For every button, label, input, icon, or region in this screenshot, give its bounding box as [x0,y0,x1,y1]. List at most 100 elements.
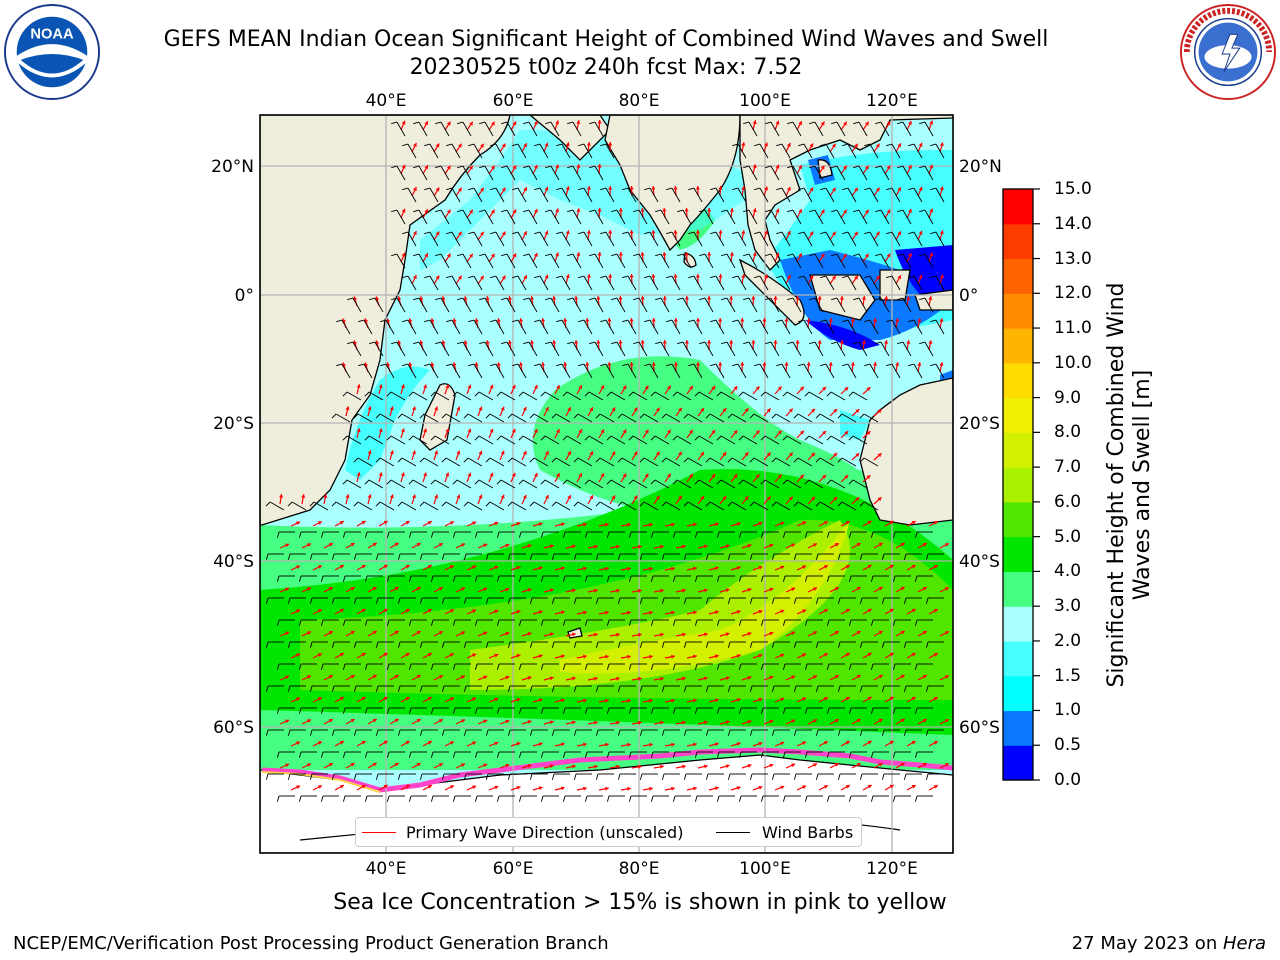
wind-barb [484,209,494,225]
wind-barb-flag [320,619,324,626]
wind-barb [720,479,736,489]
wind-barb-flag [408,619,412,626]
wave-arrowhead [777,386,782,391]
wave-arrowhead [597,208,602,212]
wave-arrowhead [633,495,638,500]
wave-arrowhead [469,165,473,170]
wind-barb-flag [457,341,464,345]
wind-barb-flag [298,751,302,758]
wind-barb-flag [556,187,563,191]
wave-arrowhead [777,474,782,479]
wind-barb [649,363,659,379]
wave-arrowhead [361,609,366,613]
wind-barb-flag [606,435,612,441]
wave-arrowhead [908,209,912,213]
wind-barb [473,319,483,335]
wind-barb-flag [705,501,711,507]
wind-barb-flag [826,479,832,485]
wind-barb [500,479,516,489]
wave-arrowhead [544,186,549,191]
wind-barb-flag [793,457,799,463]
wave-arrowhead [900,674,905,679]
wind-barb-flag [815,641,819,648]
wave-arrowhead [817,340,822,344]
wind-barb-flag [864,187,871,191]
wind-barb-flag [749,553,753,560]
wind-barb-flag [716,795,720,802]
wind-barb-flag [512,319,519,323]
wave-arrowhead [472,521,477,526]
wave-arrowhead [594,632,598,637]
wave-arrowhead [383,608,388,613]
wind-barb [555,413,571,423]
wave-arrowhead [865,209,869,214]
wind-barb [687,413,703,423]
wind-barb-flag [540,795,544,802]
wave-arrowhead [560,522,565,527]
wave-arrowhead [939,230,944,235]
wave-arrowhead [908,121,912,125]
wave-arrowhead [397,340,402,345]
colorbar-tick-label: 3.0 [1054,596,1082,617]
wind-barb [792,341,802,357]
wind-barb-flag [782,795,786,802]
wind-barb [698,391,714,401]
wave-arrowhead [530,340,535,344]
wind-barb-flag [809,253,816,257]
wave-arrowhead [483,631,488,636]
wind-barb [643,457,659,467]
wind-barb-flag [600,319,607,323]
wind-barb-flag [435,341,442,345]
wind-barb-flag [342,435,348,441]
wave-arrowhead [911,565,916,569]
wave-arrowhead [908,165,912,169]
wave-arrowhead [736,786,741,790]
wave-arrowhead [549,720,554,725]
wind-barb-flag [875,341,882,345]
wind-barb-flag [705,773,709,780]
wind-barb-flag [545,253,552,257]
wave-arrowhead [483,719,488,724]
wave-arrowhead [671,522,675,527]
wave-arrowhead [769,763,774,768]
colorbar-swatch [1003,501,1033,538]
wind-barb-flag [342,707,346,714]
wind-barb [605,275,615,291]
wave-arrowhead [714,522,719,527]
wind-barb [451,319,461,335]
wave-arrowhead [618,208,623,212]
wind-barb [869,319,879,335]
wave-arrowhead [400,384,405,389]
wind-barb-flag [760,619,764,626]
wind-barb-flag [870,795,874,802]
wave-arrowhead [483,675,488,680]
wave-arrowhead [530,296,535,300]
wave-arrowhead [651,318,656,322]
wave-arrowhead [596,340,601,344]
wind-barb [561,187,571,203]
wave-arrowhead [922,587,927,591]
wind-barb [368,479,384,489]
wave-arrowhead [741,142,746,146]
wind-barb [759,187,769,203]
wave-arrowhead [856,631,861,635]
wind-barb-flag [446,143,453,147]
wave-arrowhead [424,165,428,170]
colorbar-tick-label: 1.5 [1054,665,1082,686]
wave-arrowhead [644,429,649,434]
wind-barb [632,435,648,445]
legend-label-wind-barbs: Wind Barbs [762,823,854,842]
wave-arrowhead [416,631,421,635]
wind-barb-flag [732,231,739,235]
wind-barb-flag [727,685,731,692]
wave-arrowhead [747,544,752,548]
wind-barb-flag [859,685,863,692]
lon-label-top: 120°E [866,91,918,111]
wave-arrowhead [856,763,861,767]
wind-barb [836,209,846,225]
wind-barb-flag [738,663,742,670]
wind-barb-flag [754,275,761,279]
wind-barb-flag [463,773,467,780]
wind-barb [869,231,879,247]
wave-arrowhead [682,720,686,725]
